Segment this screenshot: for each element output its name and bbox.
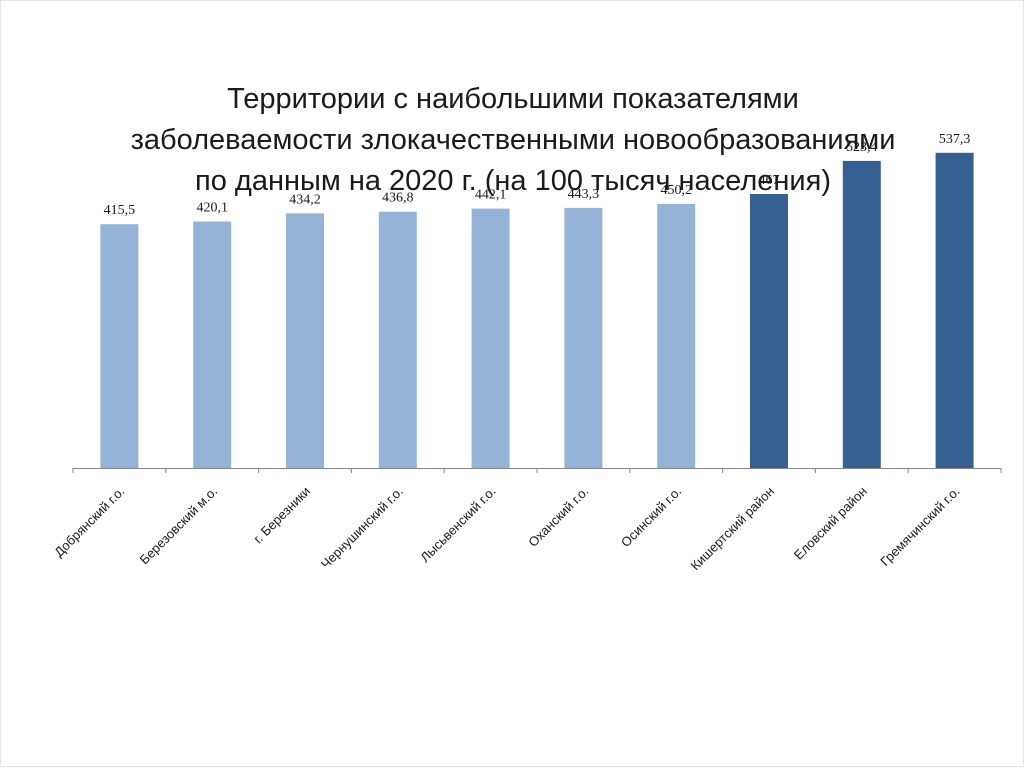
bar-3 [286,213,324,468]
chart-title-line-1: Территории с наибольшими показателями [227,83,799,115]
data-label-7: 450,2 [660,183,692,198]
category-label-5: Лысьвенский г.о. [417,484,498,565]
chart-title-line-3: по данным на 2020 г. (на 100 тысяч насел… [195,165,831,197]
category-label-3: г. Березники [250,484,313,547]
bar-2 [193,221,232,468]
data-label-8: 467 [759,173,780,188]
data-label-2: 420,1 [196,201,228,216]
data-label-1: 415,5 [104,203,136,218]
category-label-4: Чернушинский г.о. [318,484,406,572]
bar-8 [750,194,788,468]
category-label-7: Осинский г.о. [618,484,684,550]
data-label-10: 537,3 [939,132,971,147]
category-label-9: Еловский район [791,484,870,563]
category-label-1: Добрянский г.о. [51,484,127,560]
data-label-3: 434,2 [289,192,321,207]
category-label-2: Березовский м.о. [137,484,221,568]
chart-title: Территории с наибольшими показателями за… [41,79,985,202]
bar-5 [471,208,510,468]
chart-title-line-2: заболеваемости злокачественными новообра… [130,124,896,156]
data-label-4: 436,8 [382,191,414,206]
category-label-8: Кишертский район [688,484,778,574]
bar-1 [100,224,139,468]
bar-4 [378,211,417,468]
category-label-6: Оханский г.о. [525,484,591,550]
category-label-10: Гремячинский г.о. [877,484,962,569]
bar-6 [564,207,603,468]
bar-9 [842,160,881,468]
data-label-5: 442,1 [475,188,507,203]
bar-7 [657,203,696,468]
data-label-6: 443,3 [568,187,600,202]
data-label-9: 523,4 [846,140,878,155]
bar-10 [935,152,974,469]
